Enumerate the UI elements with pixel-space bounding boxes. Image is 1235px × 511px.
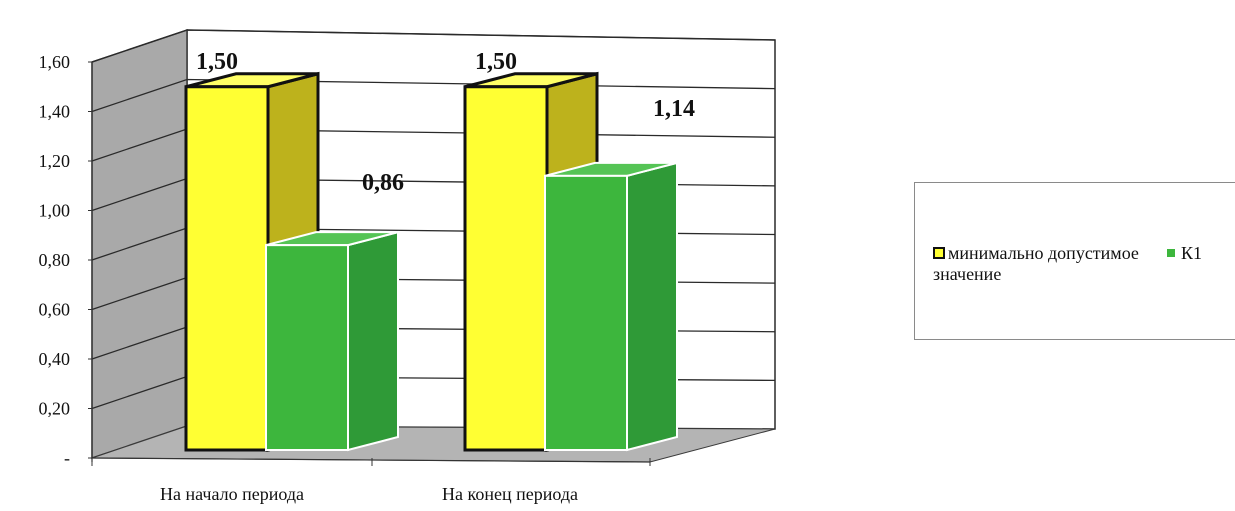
x-tick-label: На конец периода: [442, 484, 578, 504]
gridline: [91, 29, 776, 63]
data-label: 1,50: [475, 49, 517, 75]
bar: [184, 85, 270, 452]
bar-side: [347, 230, 399, 452]
x-axis-line: [91, 457, 651, 463]
y-tick-label: 0,40: [39, 349, 71, 369]
data-label: 1,50: [196, 49, 238, 75]
bar: [544, 174, 628, 451]
y-tick-label: 0,60: [39, 300, 71, 320]
legend-item-minimum: минимально допустимое значение: [933, 243, 1153, 285]
chart-legend: минимально допустимое значение К1: [914, 182, 1235, 340]
bar: [265, 244, 349, 451]
y-tick-label: 0,20: [39, 399, 71, 419]
y-tick-label: 1,40: [39, 102, 71, 122]
y-tick-label: 1,60: [39, 52, 71, 72]
y-tick-label: 1,20: [39, 151, 71, 171]
data-label: 1,14: [653, 96, 695, 122]
data-label: 0,86: [362, 170, 404, 196]
y-tick-label: 1,00: [39, 201, 71, 221]
bar-side: [626, 161, 678, 452]
legend-swatch-minimum: [933, 247, 945, 260]
legend-swatch-k1: [1167, 249, 1175, 258]
x-tick-label: На начало периода: [160, 484, 304, 504]
bar: [463, 85, 549, 452]
legend-label-minimum: минимально допустимое значение: [933, 243, 1139, 284]
y-tick-label: -: [64, 448, 70, 468]
legend-label-k1: К1: [1181, 243, 1203, 263]
y-tick-label: 0,80: [39, 250, 71, 270]
legend-item-k1: К1: [1167, 243, 1202, 264]
